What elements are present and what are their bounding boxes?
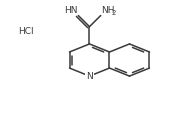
Text: 2: 2 — [111, 10, 116, 16]
Text: HN: HN — [64, 6, 77, 15]
Text: N: N — [86, 72, 93, 81]
Text: HCl: HCl — [18, 27, 34, 36]
Text: NH: NH — [102, 6, 115, 15]
